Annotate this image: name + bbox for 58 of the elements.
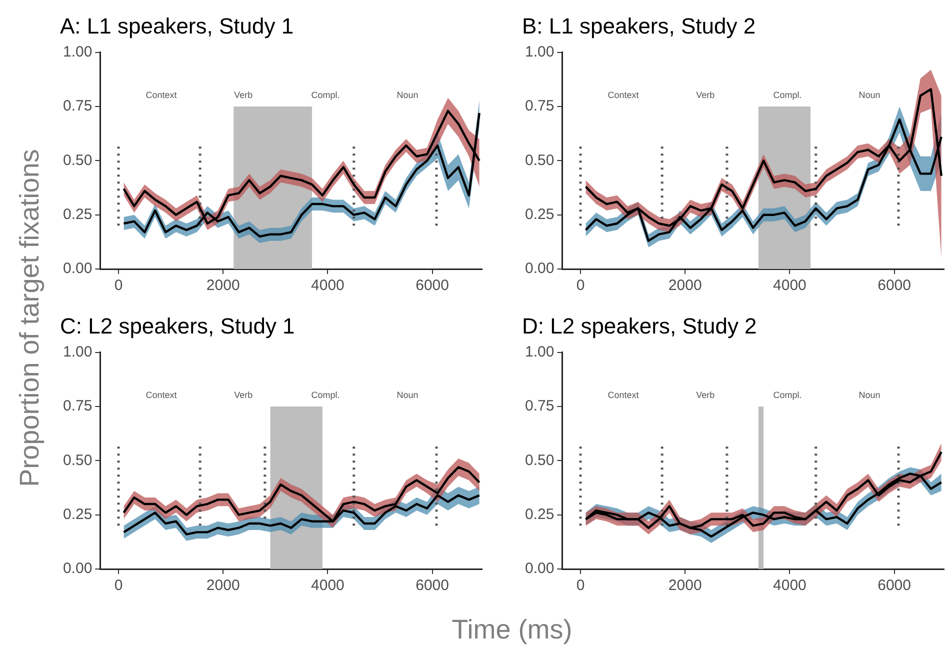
x-tick-label: 4000 bbox=[311, 277, 344, 294]
y-tick-label: 0.50 bbox=[62, 452, 92, 469]
y-tick-label: 0.50 bbox=[524, 152, 554, 169]
annotation: Noun bbox=[858, 90, 880, 100]
x-tick-label: 6000 bbox=[878, 277, 911, 294]
y-tick-label: 0.25 bbox=[524, 206, 554, 223]
annotation: Compl. bbox=[311, 390, 340, 400]
y-tick-label: 0.25 bbox=[62, 206, 92, 223]
annotation: Compl. bbox=[311, 90, 340, 100]
chart-title: C: L2 speakers, Study 1 bbox=[60, 313, 295, 338]
y-tick-label: 0.75 bbox=[524, 98, 554, 115]
annotation: Noun bbox=[396, 90, 418, 100]
x-tick-label: 4000 bbox=[773, 577, 806, 594]
annotation: Verb bbox=[234, 90, 253, 100]
y-tick-label: 1.00 bbox=[524, 44, 554, 61]
annotation: Noun bbox=[396, 390, 418, 400]
chart-title: B: L1 speakers, Study 2 bbox=[522, 13, 756, 38]
y-tick-label: 1.00 bbox=[524, 344, 554, 361]
y-tick-label: 0.00 bbox=[62, 260, 92, 278]
y-tick-label: 0.25 bbox=[62, 506, 92, 523]
annotation: Context bbox=[146, 390, 178, 400]
annotation: Verb bbox=[234, 390, 253, 400]
annotation: Context bbox=[608, 390, 640, 400]
y-tick-label: 1.00 bbox=[62, 44, 92, 61]
y-tick-label: 0.00 bbox=[524, 560, 554, 578]
y-tick-label: 0.75 bbox=[62, 398, 92, 415]
annotation: Verb bbox=[696, 390, 715, 400]
annotation: Verb bbox=[696, 90, 715, 100]
x-tick-label: 6000 bbox=[416, 577, 449, 594]
annotation: Compl. bbox=[773, 90, 802, 100]
y-tick-label: 1.00 bbox=[62, 344, 92, 361]
x-tick-label: 0 bbox=[114, 277, 123, 294]
y-tick-label: 0.50 bbox=[524, 452, 554, 469]
x-tick-label: 2000 bbox=[668, 277, 702, 294]
y-tick-label: 0.00 bbox=[62, 560, 92, 578]
y-tick-label: 0.25 bbox=[524, 506, 554, 523]
annotation: Compl. bbox=[773, 390, 802, 400]
y-tick-label: 0.75 bbox=[62, 98, 92, 115]
y-tick-label: 0.50 bbox=[62, 152, 92, 169]
y-axis-title: Proportion of target fixations bbox=[14, 149, 46, 487]
x-tick-label: 2000 bbox=[206, 577, 240, 594]
x-tick-label: 2000 bbox=[206, 277, 240, 294]
x-tick-label: 4000 bbox=[773, 277, 806, 294]
x-tick-label: 0 bbox=[114, 577, 123, 594]
annotation: Noun bbox=[858, 390, 880, 400]
x-tick-label: 0 bbox=[576, 577, 585, 594]
y-tick-label: 0.75 bbox=[524, 398, 554, 415]
x-tick-label: 6000 bbox=[878, 577, 911, 594]
chart-title: A: L1 speakers, Study 1 bbox=[60, 13, 294, 38]
x-tick-label: 0 bbox=[576, 277, 585, 294]
annotation: Context bbox=[146, 90, 178, 100]
x-tick-label: 4000 bbox=[311, 577, 344, 594]
x-tick-label: 6000 bbox=[416, 277, 449, 294]
annotation: Context bbox=[608, 90, 640, 100]
chart-title: D: L2 speakers, Study 2 bbox=[522, 313, 757, 338]
x-axis-title: Time (ms) bbox=[452, 614, 572, 646]
x-tick-label: 2000 bbox=[668, 577, 702, 594]
y-tick-label: 0.00 bbox=[524, 260, 554, 278]
